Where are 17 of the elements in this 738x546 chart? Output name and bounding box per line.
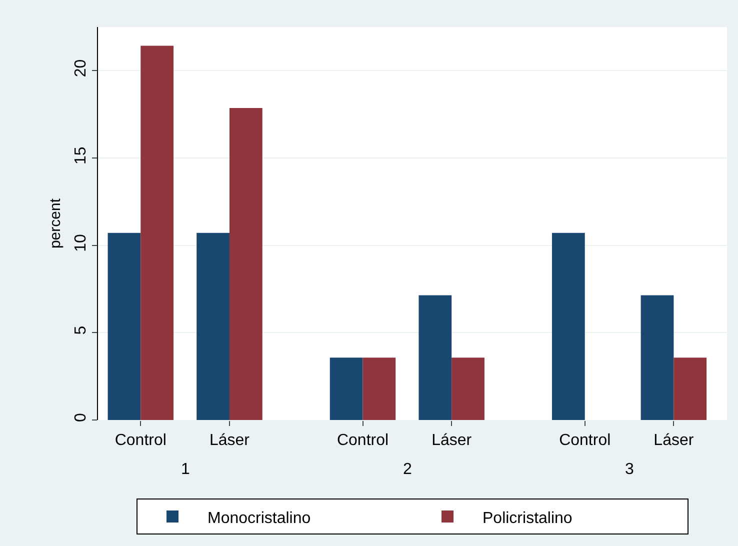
x-tick-label: Control [559,432,611,450]
legend-label: Policristalino [482,510,572,527]
x-tick-label: Control [114,432,166,450]
y-axis-title: percent [46,198,64,249]
y-tick-label: 15 [72,146,90,164]
text: 2 [403,461,412,478]
x-tick-label: Láser [432,432,472,450]
y-tick-label: 5 [72,326,90,335]
y-tick-label: 10 [72,234,90,252]
text: 3 [625,461,634,478]
legend-label: Monocristalino [208,510,311,527]
y-tick-label: 20 [72,59,90,78]
x-tick-label: Láser [654,432,694,450]
y-tick-label: 0 [72,413,90,422]
x-tick-label: Láser [209,432,250,450]
x-tick-label: Control [336,432,389,450]
text: 1 [181,461,190,478]
